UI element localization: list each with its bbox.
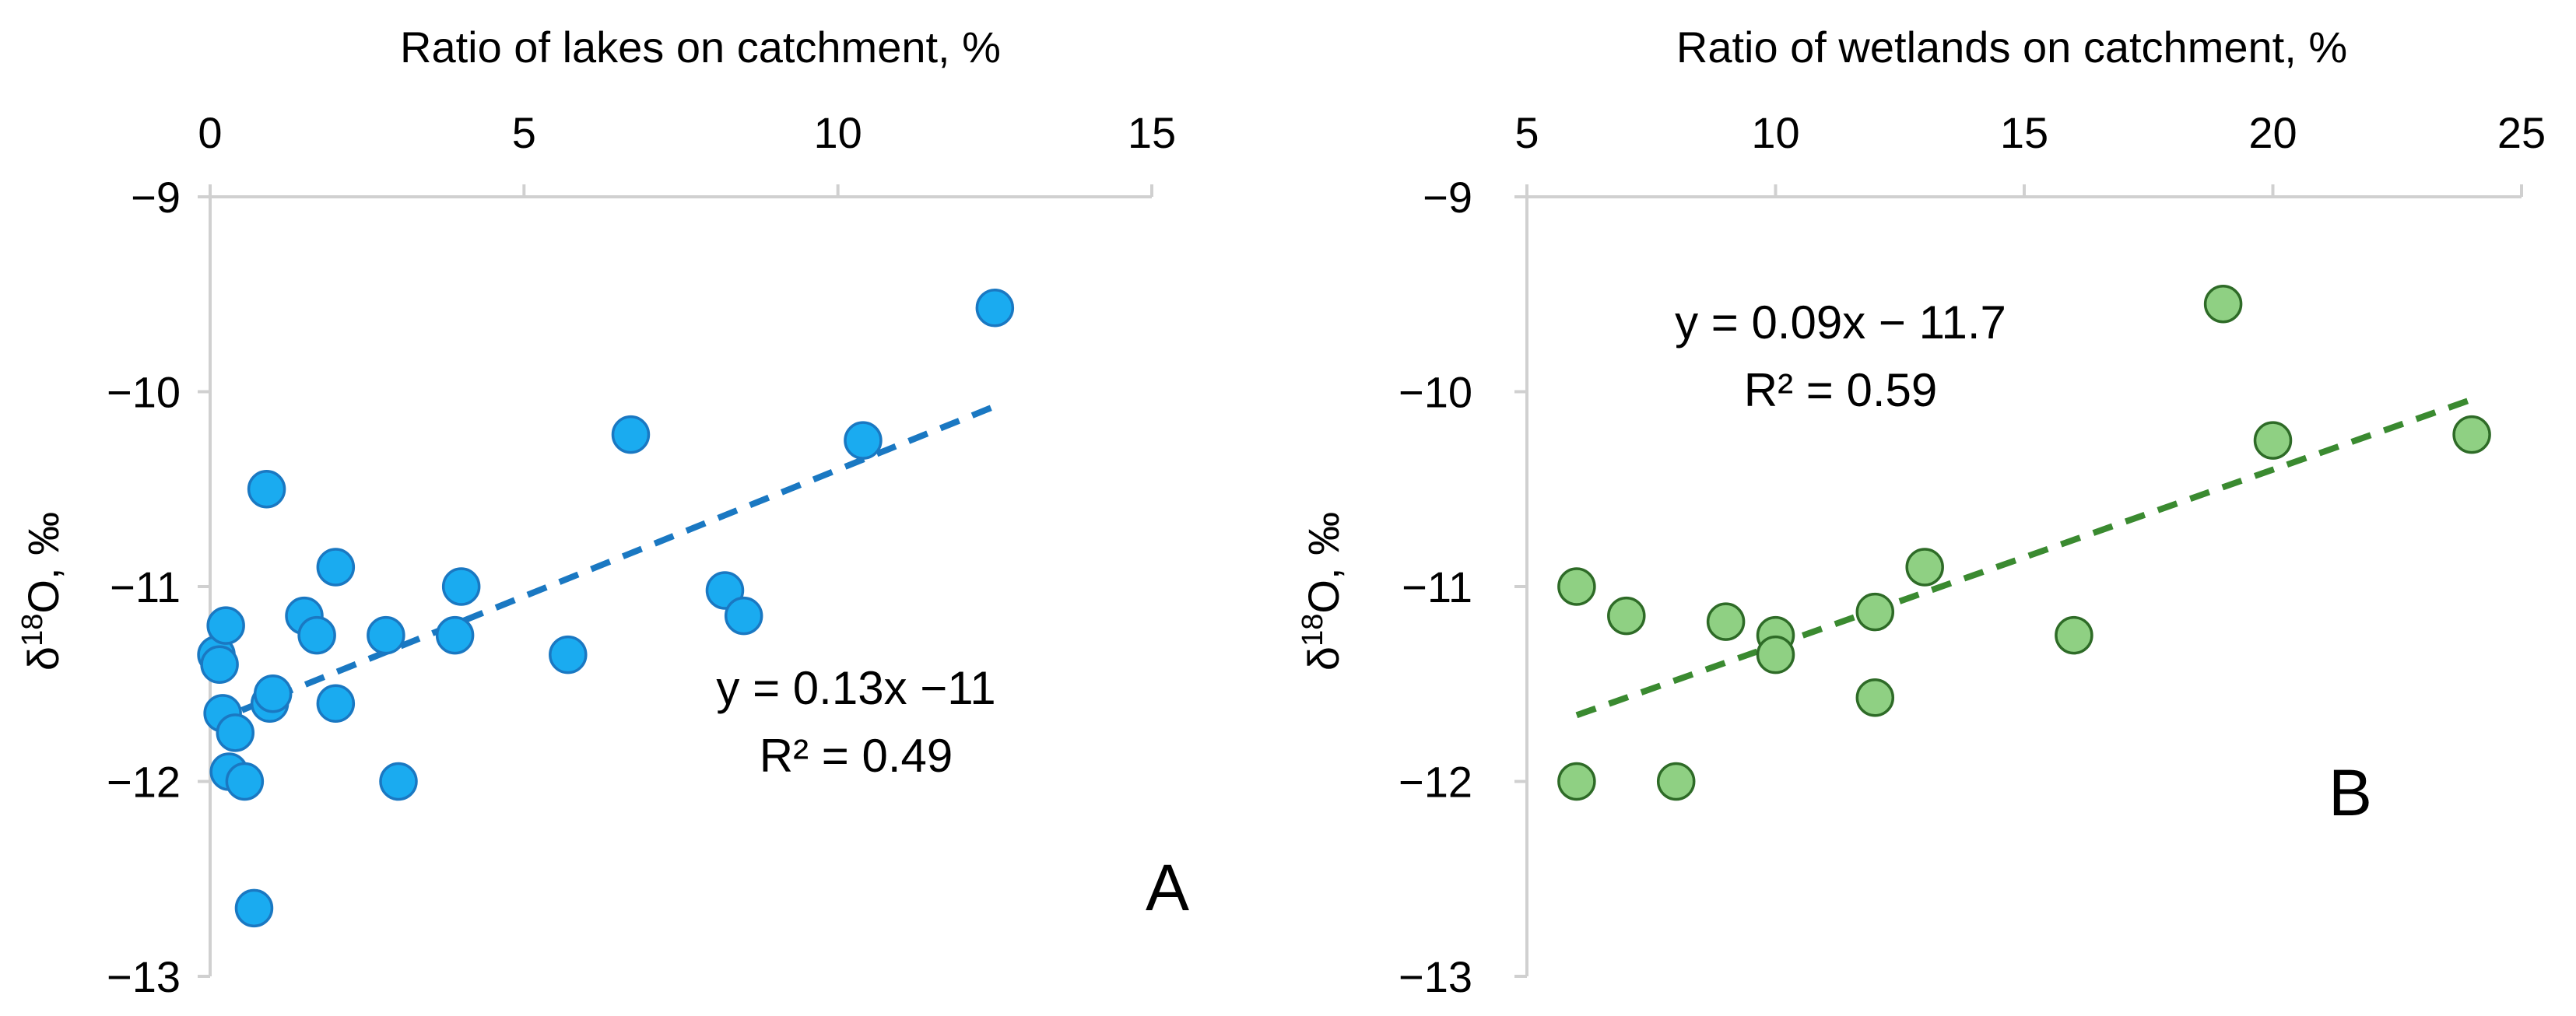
data-point bbox=[367, 615, 405, 655]
data-point bbox=[1656, 762, 1696, 801]
x-tick-label: 25 bbox=[2497, 108, 2546, 157]
data-point bbox=[234, 888, 274, 928]
x-tick-label: 15 bbox=[2000, 108, 2048, 157]
y-tick-label: −11 bbox=[1402, 562, 1472, 611]
y-axis-title-rest: O, ‰ bbox=[19, 512, 68, 614]
y-tick-label: −10 bbox=[107, 368, 181, 417]
scatter-chart-a: 0 5 10 15 −9 −10 −11 −12 −13 Ratio of lakes on ca… bbox=[16, 23, 1189, 1001]
x-tick-label: 10 bbox=[814, 108, 862, 157]
r-squared-label: R² = 0.49 bbox=[760, 730, 953, 782]
y-axis-title-superscript: 18 bbox=[16, 614, 49, 646]
data-point bbox=[1855, 678, 1895, 717]
data-point bbox=[1756, 635, 1795, 674]
panel-letter: B bbox=[2329, 756, 2372, 829]
data-point bbox=[975, 289, 1015, 328]
x-tick-label: 5 bbox=[1514, 108, 1539, 157]
x-tick-label: 10 bbox=[1751, 108, 1799, 157]
x-tick-label: 0 bbox=[198, 108, 222, 157]
chart-panel-a: 0 5 10 15 −9 −10 −11 −12 −13 Ratio of lakes on ca… bbox=[0, 0, 1276, 1016]
data-point bbox=[2055, 615, 2093, 655]
data-point bbox=[1905, 548, 1944, 587]
data-point bbox=[1557, 567, 1596, 606]
data-point bbox=[549, 635, 588, 674]
data-point bbox=[724, 596, 763, 636]
x-axis-title: Ratio of wetlands on catchment, % bbox=[1676, 23, 2347, 72]
y-axis-title-superscript: 18 bbox=[1297, 614, 1329, 646]
panel-letter: A bbox=[1146, 851, 1189, 924]
x-tick-label: 20 bbox=[2248, 108, 2297, 157]
y-tick-label: −9 bbox=[1423, 173, 1472, 222]
x-axis-title: Ratio of lakes on catchment, % bbox=[400, 23, 1001, 72]
y-axis-title: δ18O, ‰ bbox=[16, 512, 68, 671]
data-point bbox=[844, 421, 883, 460]
data-point bbox=[1706, 602, 1746, 641]
data-point bbox=[611, 415, 651, 454]
y-tick-label: −11 bbox=[110, 562, 181, 611]
data-point bbox=[200, 645, 239, 684]
data-point bbox=[1607, 596, 1646, 636]
data-point bbox=[316, 548, 356, 587]
y-axis-title-delta: δ bbox=[1299, 646, 1348, 671]
chart-panel-b: 5 10 15 20 25 −9 −10 −11 −12 −13 Ratio of wetlands… bbox=[1276, 0, 2576, 1016]
y-axis-title-delta: δ bbox=[19, 646, 68, 671]
data-point bbox=[379, 762, 418, 801]
x-tick-label: 15 bbox=[1128, 108, 1176, 157]
y-tick-label: −10 bbox=[1399, 368, 1472, 417]
scatter-chart-b: 5 10 15 20 25 −9 −10 −11 −12 −13 Ratio of wetlands… bbox=[1297, 23, 2546, 1001]
data-point bbox=[216, 713, 255, 752]
x-tick-label: 5 bbox=[512, 108, 536, 157]
y-tick-label: −12 bbox=[1399, 758, 1472, 807]
data-point bbox=[316, 684, 356, 723]
equation-label: y = 0.13x −11 bbox=[716, 662, 995, 714]
r-squared-label: R² = 0.59 bbox=[1744, 364, 1937, 416]
data-point bbox=[206, 606, 245, 645]
y-tick-label: −13 bbox=[107, 952, 181, 1001]
y-axis-title: δ18O, ‰ bbox=[1297, 512, 1348, 671]
data-point bbox=[1855, 592, 1895, 632]
trend-line bbox=[209, 401, 1002, 727]
y-tick-label: −9 bbox=[131, 173, 181, 222]
trend-line bbox=[1575, 396, 2473, 719]
y-axis-title-rest: O, ‰ bbox=[1299, 512, 1348, 614]
equation-label: y = 0.09x − 11.7 bbox=[1675, 296, 2006, 349]
data-point bbox=[441, 567, 481, 606]
data-point bbox=[297, 615, 336, 655]
data-point bbox=[435, 615, 475, 655]
data-point bbox=[2203, 285, 2243, 324]
data-point bbox=[253, 674, 293, 713]
y-tick-label: −12 bbox=[107, 758, 181, 807]
data-point bbox=[1557, 762, 1596, 801]
data-point bbox=[225, 762, 265, 801]
y-tick-label: −13 bbox=[1399, 952, 1472, 1001]
data-point bbox=[2452, 415, 2491, 454]
data-point bbox=[247, 470, 286, 509]
data-point bbox=[2253, 421, 2293, 460]
